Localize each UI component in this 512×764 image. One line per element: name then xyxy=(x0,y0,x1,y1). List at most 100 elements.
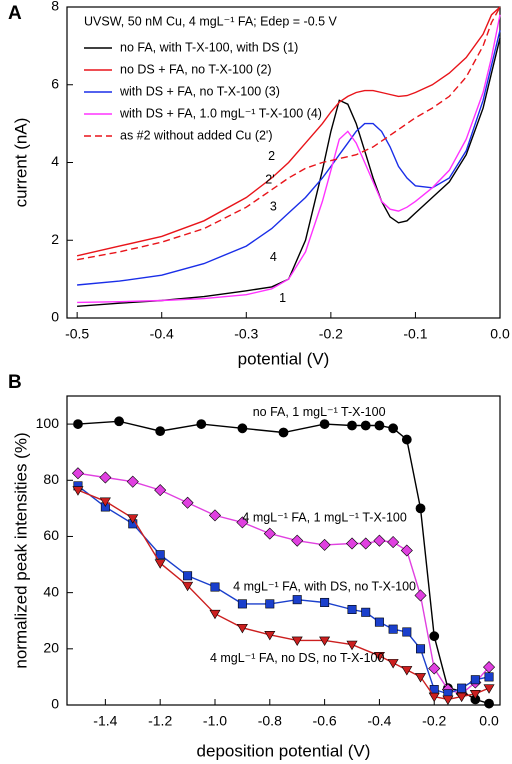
marker xyxy=(388,624,398,634)
y-tick-label: 6 xyxy=(51,75,59,91)
marker xyxy=(99,471,112,484)
series-label: 4 mgL⁻¹ FA, with DS, no T-X-100 xyxy=(233,579,416,593)
marker xyxy=(155,426,166,437)
y-tick-label: 0 xyxy=(51,696,59,712)
y-tick-label: 100 xyxy=(36,415,60,431)
marker xyxy=(318,538,331,551)
x-tick-label: -0.6 xyxy=(313,713,337,729)
marker xyxy=(72,486,84,496)
x-tick-label: -0.2 xyxy=(422,713,446,729)
marker xyxy=(71,467,84,480)
marker xyxy=(264,630,276,641)
marker xyxy=(401,434,412,445)
curve xyxy=(77,37,501,307)
panel-label: B xyxy=(8,372,22,393)
marker xyxy=(127,514,139,524)
marker xyxy=(360,420,371,431)
marker xyxy=(388,423,399,434)
y-tick-label: 2 xyxy=(51,231,59,247)
marker xyxy=(347,604,357,614)
x-tick-label: -1.2 xyxy=(148,713,172,729)
x-tick-label: -1.0 xyxy=(203,713,227,729)
x-tick-label: -1.4 xyxy=(93,713,117,729)
marker xyxy=(114,416,124,427)
y-tick-label: 60 xyxy=(43,527,59,543)
marker xyxy=(236,623,248,634)
marker xyxy=(210,582,220,592)
marker xyxy=(483,684,495,694)
marker xyxy=(456,692,468,703)
marker xyxy=(237,423,248,434)
series-label: 4 mgL⁻¹ FA, 1 mgL⁻¹ T-X-100 xyxy=(242,510,406,524)
marker xyxy=(428,662,441,675)
curve-label: 2 xyxy=(268,149,275,163)
marker xyxy=(428,692,440,703)
marker xyxy=(402,627,412,637)
marker xyxy=(457,683,467,693)
x-tick-label: -0.5 xyxy=(65,326,89,342)
curve xyxy=(77,14,501,304)
panel-label: A xyxy=(8,3,22,24)
curve xyxy=(76,6,501,257)
curve-label: 4 xyxy=(270,250,277,264)
marker xyxy=(387,659,399,669)
curve-label: 2' xyxy=(265,172,274,186)
marker xyxy=(414,589,427,602)
y-tick-label: 80 xyxy=(43,471,59,487)
curve-label: 3 xyxy=(270,200,277,214)
marker xyxy=(429,631,440,642)
x-tick-label: -0.3 xyxy=(234,326,258,342)
marker xyxy=(400,544,413,557)
marker xyxy=(291,636,303,646)
marker xyxy=(292,595,302,605)
x-tick-label: -0.1 xyxy=(403,326,427,342)
x-axis-label: deposition potential (V) xyxy=(197,741,371,760)
marker xyxy=(469,689,481,700)
marker xyxy=(470,675,480,685)
marker xyxy=(291,534,304,547)
marker xyxy=(442,695,454,705)
marker xyxy=(154,484,167,497)
y-tick-label: 40 xyxy=(43,583,59,599)
y-tick-label: 4 xyxy=(51,153,59,169)
marker xyxy=(373,652,385,662)
marker xyxy=(126,475,139,488)
marker xyxy=(73,419,83,429)
marker xyxy=(319,636,331,646)
marker xyxy=(265,599,275,609)
marker xyxy=(346,640,358,651)
marker xyxy=(209,609,221,620)
legend-label: as #2 without added Cu (2') xyxy=(120,128,272,142)
marker xyxy=(99,497,111,507)
marker xyxy=(345,537,359,550)
marker xyxy=(401,666,413,676)
marker xyxy=(347,420,357,431)
marker xyxy=(263,527,276,540)
x-tick-label: 0.0 xyxy=(490,326,510,342)
marker xyxy=(415,673,427,683)
marker xyxy=(236,516,249,529)
marker xyxy=(359,537,372,550)
x-tick-label: -0.4 xyxy=(150,326,174,342)
curve xyxy=(77,30,501,286)
curve xyxy=(76,6,501,261)
x-tick-label: -0.8 xyxy=(258,713,282,729)
marker xyxy=(416,644,426,654)
marker xyxy=(374,617,384,627)
annotation: UVSW, 50 nM Cu, 4 mgL⁻¹ FA; Edep = -0.5 … xyxy=(84,14,338,28)
legend-label: with DS + FA, 1.0 mgL⁻¹ T-X-100 (4) xyxy=(119,106,322,120)
x-axis-label: potential (V) xyxy=(238,349,330,368)
y-tick-label: 0 xyxy=(51,309,59,325)
marker xyxy=(374,420,385,431)
marker xyxy=(484,698,494,709)
series-label: no FA, 1 mgL⁻¹ T-X-100 xyxy=(253,405,386,419)
y-axis-label: current (nA) xyxy=(11,118,30,208)
marker xyxy=(154,559,166,569)
y-tick-label: 20 xyxy=(43,640,59,656)
marker xyxy=(278,427,289,438)
marker xyxy=(373,534,386,547)
marker xyxy=(484,672,494,682)
marker xyxy=(415,503,426,514)
legend-label: no DS + FA, no T-X-100 (2) xyxy=(120,62,272,76)
